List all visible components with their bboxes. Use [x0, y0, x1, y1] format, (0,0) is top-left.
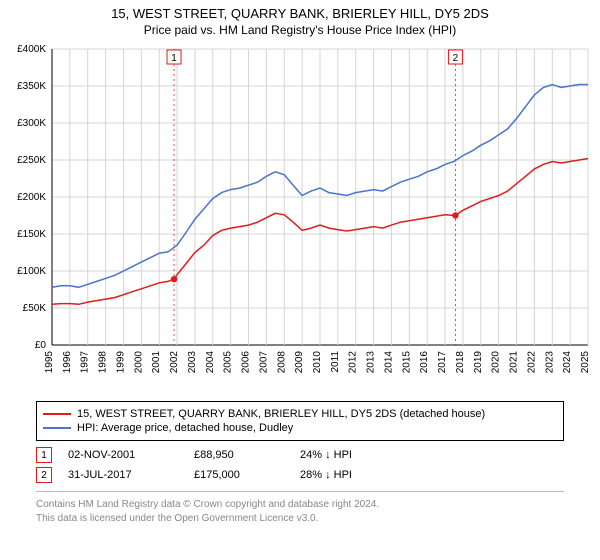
svg-text:1999: 1999 [115, 351, 126, 374]
footer-line-2: This data is licensed under the Open Gov… [36, 512, 564, 526]
chart-legend: 15, WEST STREET, QUARRY BANK, BRIERLEY H… [36, 401, 564, 441]
legend-label: HPI: Average price, detached house, Dudl… [77, 422, 293, 434]
svg-text:2019: 2019 [473, 351, 484, 374]
svg-text:2014: 2014 [383, 351, 394, 374]
svg-text:£300K: £300K [17, 118, 46, 129]
legend-swatch [43, 427, 71, 429]
svg-text:2008: 2008 [276, 351, 287, 374]
legend-swatch [43, 413, 71, 415]
svg-text:2020: 2020 [491, 351, 502, 374]
svg-text:2011: 2011 [330, 351, 341, 373]
svg-text:2015: 2015 [401, 351, 412, 374]
svg-text:1997: 1997 [80, 351, 91, 374]
svg-text:1: 1 [171, 53, 177, 64]
marker-number: 2 [36, 467, 52, 483]
svg-text:2018: 2018 [455, 351, 466, 374]
svg-text:2001: 2001 [151, 351, 162, 374]
svg-text:£200K: £200K [17, 192, 46, 203]
svg-text:2006: 2006 [241, 351, 252, 374]
svg-text:£350K: £350K [17, 81, 46, 92]
legend-row-1: HPI: Average price, detached house, Dudl… [43, 422, 557, 434]
svg-text:2022: 2022 [526, 351, 537, 374]
svg-text:£400K: £400K [17, 44, 46, 55]
svg-text:£250K: £250K [17, 155, 46, 166]
svg-text:2004: 2004 [205, 351, 216, 374]
svg-text:2000: 2000 [133, 351, 144, 374]
svg-text:2025: 2025 [580, 351, 591, 374]
svg-text:2009: 2009 [294, 351, 305, 374]
marker-diff: 28% ↓ HPI [300, 469, 352, 481]
svg-text:£150K: £150K [17, 229, 46, 240]
legend-label: 15, WEST STREET, QUARRY BANK, BRIERLEY H… [77, 408, 485, 420]
marker-number: 1 [36, 447, 52, 463]
svg-text:2017: 2017 [437, 351, 448, 374]
legend-row-0: 15, WEST STREET, QUARRY BANK, BRIERLEY H… [43, 408, 557, 420]
svg-text:£50K: £50K [23, 303, 47, 314]
svg-text:2010: 2010 [312, 351, 323, 374]
svg-text:2003: 2003 [187, 351, 198, 374]
chart-footer: Contains HM Land Registry data © Crown c… [36, 491, 564, 525]
marker-row-2: 2 31-JUL-2017 £175,000 28% ↓ HPI [36, 467, 564, 483]
sale-markers-table: 1 02-NOV-2001 £88,950 24% ↓ HPI 2 31-JUL-2017… [36, 447, 564, 483]
price-chart: £0 £50K £100K £150K £200K £250K £300K £350K £400… [0, 37, 600, 397]
svg-text:£0: £0 [35, 340, 47, 351]
svg-text:2005: 2005 [223, 351, 234, 374]
chart-titles: 15, WEST STREET, QUARRY BANK, BRIERLEY H… [0, 0, 600, 37]
svg-text:1998: 1998 [98, 351, 109, 374]
svg-text:2012: 2012 [348, 351, 359, 374]
sale-dot-2 [452, 212, 458, 218]
svg-text:£100K: £100K [17, 266, 46, 277]
marker-row-1: 1 02-NOV-2001 £88,950 24% ↓ HPI [36, 447, 564, 463]
marker-diff: 24% ↓ HPI [300, 449, 352, 461]
svg-text:1996: 1996 [62, 351, 73, 374]
svg-text:2007: 2007 [258, 351, 269, 374]
sale-dot-1 [171, 276, 177, 282]
svg-text:2016: 2016 [419, 351, 430, 374]
marker-price: £88,950 [194, 449, 284, 461]
svg-text:1995: 1995 [44, 351, 55, 374]
title-subtitle: Price paid vs. HM Land Registry's House … [0, 23, 600, 37]
footer-line-1: Contains HM Land Registry data © Crown c… [36, 498, 564, 512]
marker-date: 31-JUL-2017 [68, 469, 178, 481]
svg-text:2023: 2023 [544, 351, 555, 374]
svg-text:2024: 2024 [562, 351, 573, 374]
title-address: 15, WEST STREET, QUARRY BANK, BRIERLEY H… [0, 6, 600, 21]
page-root: 15, WEST STREET, QUARRY BANK, BRIERLEY H… [0, 0, 600, 560]
svg-text:2002: 2002 [169, 351, 180, 374]
svg-text:2: 2 [453, 53, 459, 64]
svg-text:2013: 2013 [366, 351, 377, 374]
marker-price: £175,000 [194, 469, 284, 481]
svg-text:2021: 2021 [509, 351, 520, 374]
marker-date: 02-NOV-2001 [68, 449, 178, 461]
